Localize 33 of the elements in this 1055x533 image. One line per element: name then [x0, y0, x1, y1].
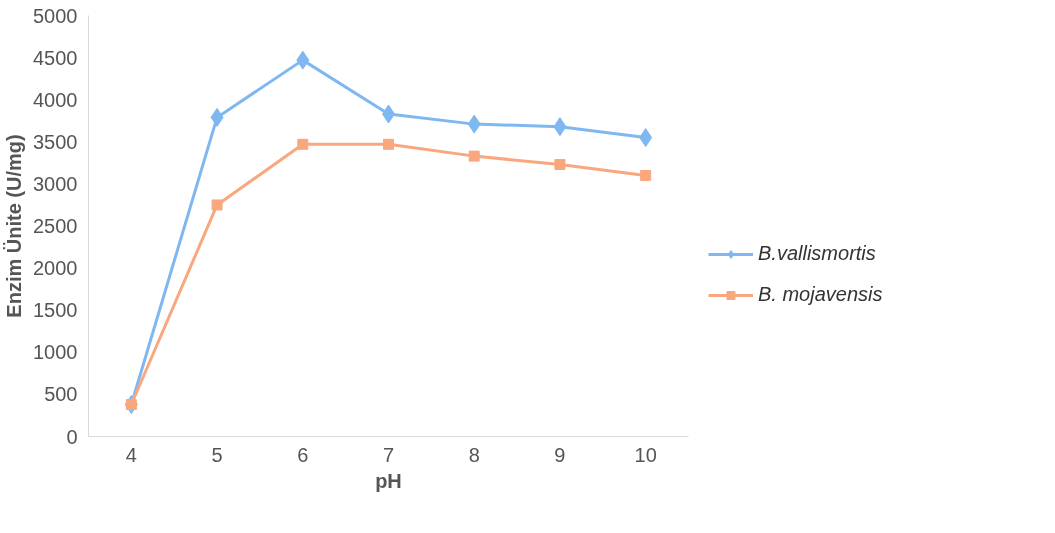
point — [210, 107, 224, 127]
y-tick-label: 3500 — [33, 130, 78, 153]
x-tick-label: 5 — [211, 443, 223, 466]
x-axis-title: pH — [375, 469, 402, 492]
point — [554, 159, 566, 171]
y-tick-label: 0 — [66, 425, 78, 448]
y-tick-label: 1000 — [33, 341, 78, 364]
x-tick-label: 4 — [125, 443, 137, 466]
point — [553, 117, 567, 137]
point — [640, 169, 652, 181]
point — [297, 138, 309, 150]
x-tick-label: 8 — [468, 443, 480, 466]
y-tick-label: 3000 — [33, 172, 78, 195]
y-tick-label: 4000 — [33, 88, 78, 111]
y-tick-label: 1500 — [33, 299, 78, 322]
y-axis-title: Enzim Ünite (U/mg) — [3, 134, 26, 318]
x-tick-label: 6 — [297, 443, 309, 466]
y-tick-label: 500 — [44, 383, 78, 406]
y-tick-label: 5000 — [33, 4, 78, 27]
point — [467, 114, 481, 134]
point — [296, 50, 310, 70]
point — [383, 138, 394, 150]
y-tick-label: 4500 — [33, 46, 78, 69]
y-tick-label: 2000 — [33, 257, 78, 280]
y-tick-label: 2500 — [33, 215, 78, 237]
point — [468, 150, 480, 162]
x-tick-label: 9 — [554, 443, 566, 466]
legend-label: B.vallismortis — [758, 242, 876, 265]
x-tick-label: 10 — [634, 443, 657, 466]
point — [211, 199, 223, 211]
x-tick-label: 7 — [382, 443, 395, 466]
legend-label: B. mojavensis — [758, 283, 883, 306]
point — [639, 128, 653, 148]
